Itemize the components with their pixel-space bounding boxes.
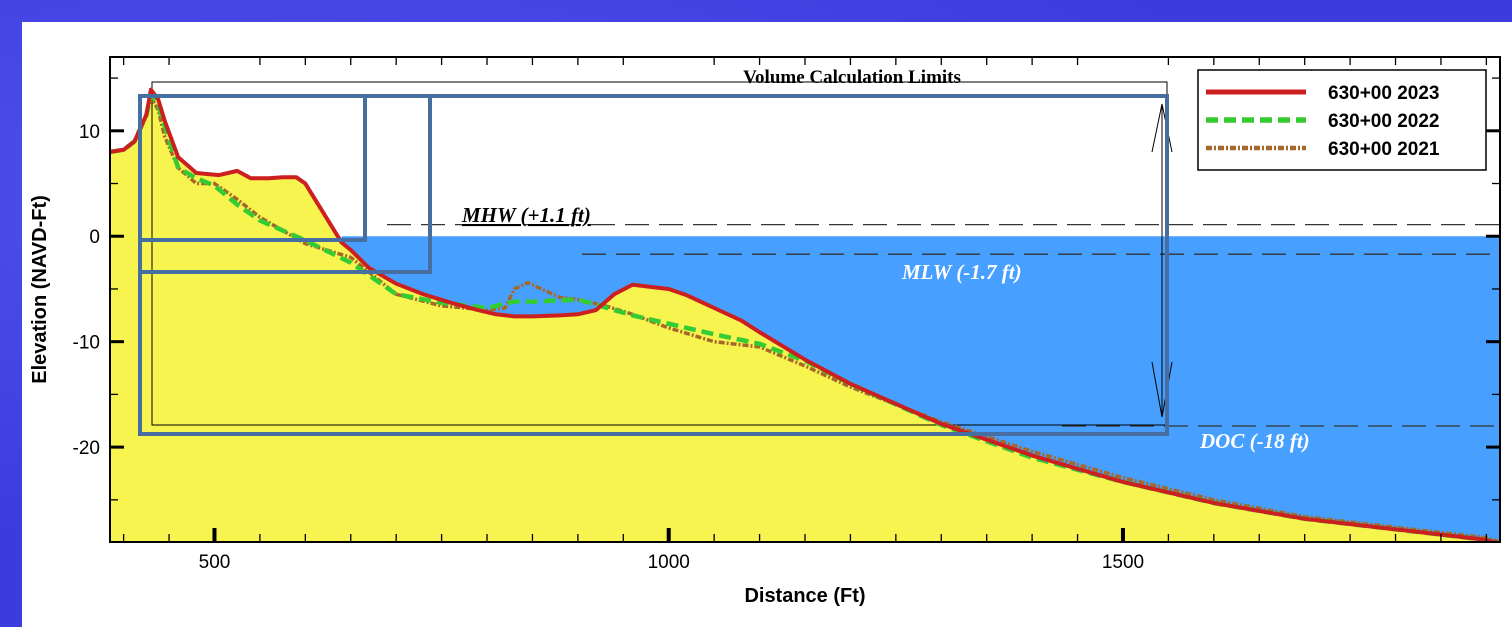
y-tick-label: -20 <box>73 438 100 459</box>
legend-label-2: 630+00 2021 <box>1328 139 1440 160</box>
annotation-label-2: DOC (-18 ft) <box>1199 429 1310 453</box>
annotation-label-0: MHW (+1.1 ft) <box>461 203 591 227</box>
y-axis-title: Elevation (NAVD-Ft) <box>29 195 51 384</box>
x-tick-label: 500 <box>199 552 231 573</box>
annotation-label-1: MLW (-1.7 ft) <box>901 260 1022 284</box>
x-tick-label: 1500 <box>1102 552 1144 573</box>
chart-panel: MHW (+1.1 ft) MLW (-1.7 ft) DOC (-18 ft) Vo… <box>22 22 1512 627</box>
legend-label-1: 630+00 2022 <box>1328 111 1439 132</box>
annotation-label-3: Volume Calculation Limits <box>743 67 961 88</box>
y-tick-label: -10 <box>73 333 100 354</box>
x-axis-title: Distance (Ft) <box>744 585 865 607</box>
x-tick-label: 1000 <box>648 552 690 573</box>
beach-profile-chart: MHW (+1.1 ft) MLW (-1.7 ft) DOC (-18 ft) Vo… <box>29 56 1501 607</box>
legend-label-0: 630+00 2023 <box>1328 83 1439 104</box>
overlay-box-medium <box>138 94 432 274</box>
series-line-0 <box>110 87 1500 542</box>
y-tick-label: 0 <box>89 227 100 248</box>
water-area <box>341 236 1500 542</box>
series-line-2 <box>110 95 1500 542</box>
sand-area <box>110 89 1500 542</box>
y-tick-label: 10 <box>79 122 100 143</box>
